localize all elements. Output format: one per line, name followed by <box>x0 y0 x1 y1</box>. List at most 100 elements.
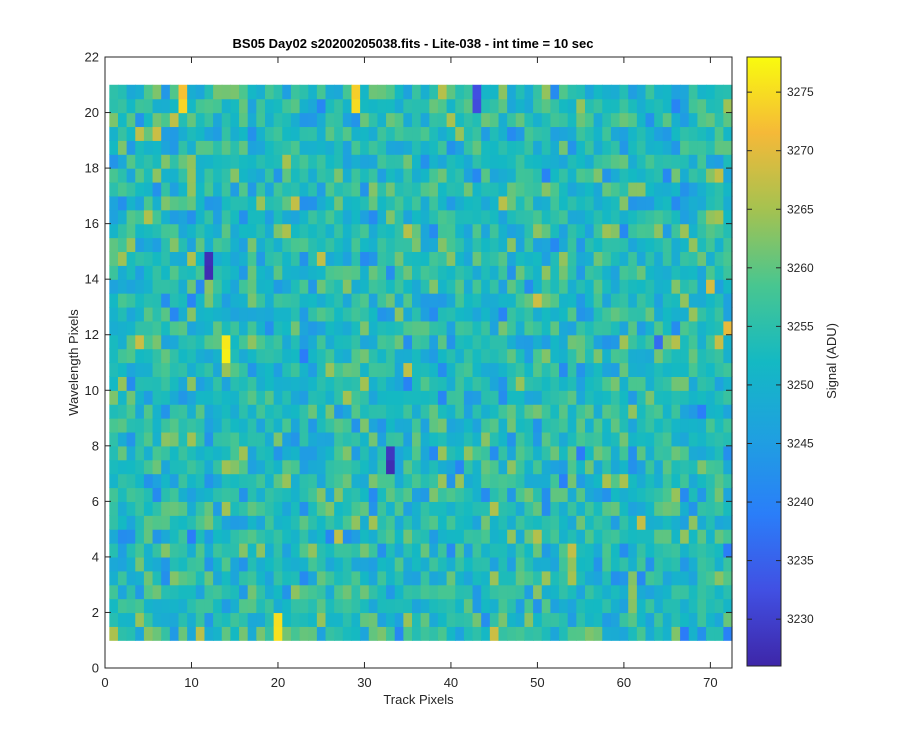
heatmap-cell <box>290 529 301 544</box>
heatmap-cell <box>195 251 206 266</box>
heatmap-cell <box>109 251 119 266</box>
heatmap-cell <box>143 293 154 308</box>
heatmap-cell <box>264 334 275 350</box>
heatmap-cell <box>455 487 465 502</box>
heatmap-cell <box>602 320 612 336</box>
heatmap-cell <box>386 195 396 211</box>
heatmap-cell <box>723 348 733 364</box>
heatmap-cell <box>247 418 257 433</box>
heatmap-cell <box>567 320 577 336</box>
heatmap-cell <box>256 126 266 141</box>
heatmap-cell <box>515 223 526 239</box>
heatmap-cell <box>723 279 733 294</box>
heatmap-cell <box>187 334 197 350</box>
heatmap-cell <box>117 195 128 211</box>
heatmap-cell <box>299 459 309 475</box>
heatmap-cell <box>636 223 647 239</box>
heatmap-cell <box>593 181 603 197</box>
heatmap-cell <box>593 598 603 614</box>
heatmap-cell <box>187 445 197 461</box>
heatmap-cell <box>481 515 491 530</box>
heatmap-cell <box>420 598 430 614</box>
heatmap-cell <box>143 418 154 433</box>
heatmap-cell <box>507 237 517 253</box>
heatmap-cell <box>377 404 387 419</box>
heatmap-cell <box>316 293 327 308</box>
heatmap-cell <box>308 251 318 266</box>
heatmap-cell <box>610 195 621 211</box>
heatmap-cell <box>515 306 526 322</box>
heatmap-cell <box>680 237 690 253</box>
heatmap-cell <box>299 626 309 641</box>
heatmap-cell <box>152 487 162 502</box>
heatmap-cell <box>256 418 266 433</box>
heatmap-cell <box>213 168 223 183</box>
heatmap-cell <box>706 404 716 419</box>
heatmap-cell <box>437 265 448 280</box>
heatmap-cell <box>619 570 629 586</box>
heatmap-cell <box>455 237 465 253</box>
heatmap-cell <box>446 251 456 266</box>
heatmap-cell <box>688 626 699 641</box>
heatmap-cell <box>351 181 361 197</box>
heatmap-cell <box>446 570 456 586</box>
y-tick-label: 12 <box>85 327 99 342</box>
heatmap-cell <box>143 390 154 405</box>
heatmap-cell <box>654 501 664 516</box>
heatmap-cell <box>489 556 500 572</box>
heatmap-cell <box>386 556 396 572</box>
heatmap-cell <box>195 431 206 447</box>
heatmap-cell <box>515 418 526 433</box>
heatmap-cell <box>498 251 508 266</box>
heatmap-cell <box>481 154 491 169</box>
heatmap-cell <box>662 279 673 294</box>
heatmap-cell <box>143 140 154 155</box>
heatmap-cell <box>619 584 629 600</box>
heatmap-cell <box>377 390 387 405</box>
heatmap-cell <box>109 293 119 308</box>
heatmap-cell <box>654 195 664 211</box>
heatmap-cell <box>420 154 430 169</box>
heatmap-cell <box>152 376 162 391</box>
heatmap-cell <box>135 612 145 627</box>
heatmap-cell <box>472 293 482 308</box>
heatmap-cell <box>455 418 465 433</box>
heatmap-cell <box>239 584 249 600</box>
heatmap-cell <box>463 501 474 516</box>
heatmap-cell <box>507 501 517 516</box>
heatmap-cell <box>584 181 595 197</box>
heatmap-cell <box>161 626 171 641</box>
heatmap-cell <box>273 473 283 489</box>
heatmap-cell <box>403 418 413 433</box>
heatmap-cell <box>213 223 223 239</box>
y-tick-label: 16 <box>85 216 99 231</box>
heatmap-cell <box>593 584 603 600</box>
heatmap-cell <box>135 181 145 197</box>
heatmap-cell <box>446 237 456 253</box>
heatmap-cell <box>117 584 128 600</box>
heatmap-cell <box>386 473 396 489</box>
heatmap-cell <box>213 612 223 627</box>
heatmap-cell <box>420 626 430 641</box>
heatmap-cell <box>541 570 551 586</box>
heatmap-cell <box>178 445 188 461</box>
heatmap-cell <box>273 112 283 128</box>
heatmap-cell <box>584 584 595 600</box>
heatmap-cell <box>117 320 128 336</box>
heatmap-cell <box>308 584 318 600</box>
heatmap-cell <box>714 140 724 155</box>
heatmap-cell <box>161 334 171 350</box>
heatmap-cell <box>316 98 327 114</box>
heatmap-cell <box>143 362 154 377</box>
heatmap-cell <box>308 98 318 114</box>
heatmap-cell <box>567 209 577 225</box>
heatmap-cell <box>723 376 733 391</box>
heatmap-cell <box>221 362 231 377</box>
heatmap-cell <box>680 598 690 614</box>
heatmap-cell <box>351 126 361 141</box>
heatmap-cell <box>481 84 491 100</box>
heatmap-cell <box>498 598 508 614</box>
heatmap-cell <box>602 293 612 308</box>
heatmap-cell <box>437 320 448 336</box>
heatmap-cell <box>576 501 586 516</box>
